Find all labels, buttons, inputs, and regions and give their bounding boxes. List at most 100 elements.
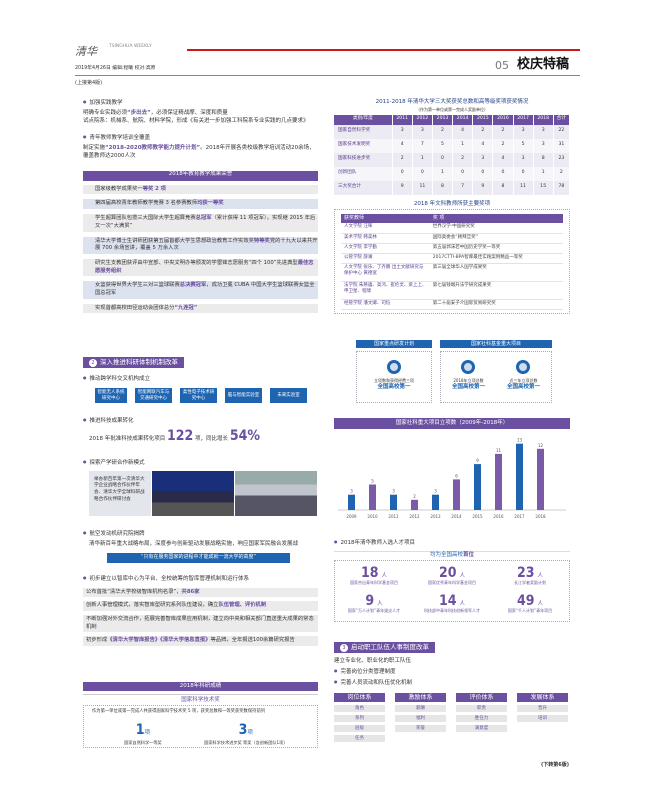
table-cell: 8 bbox=[492, 180, 514, 195]
paper-english-name: TSINGHUA WEEKLY bbox=[109, 44, 152, 49]
honor-row: 第四届高校青年教师教学竞赛 3 名参赛教师均获一等奖 bbox=[83, 199, 318, 210]
unit: 项 bbox=[247, 729, 253, 736]
table-cell: 0 bbox=[412, 166, 433, 181]
data-label: 13 bbox=[517, 438, 523, 443]
table-cell: 2 bbox=[432, 124, 454, 139]
bar-chart-block: 国家社科重大项目立项数（2009年-2018年） 3 2009 5 2010 3 2011… bbox=[334, 418, 570, 528]
think-tank-row: 不断加强对外交流合作，拓展完善智库成果应用机制，建立向中央和相关部门直送重大成果… bbox=[83, 614, 318, 633]
table-cell: 2017CTTI-BPA智库最佳实践案例精品一等奖 bbox=[429, 253, 563, 264]
table-cell: 3 bbox=[513, 124, 534, 139]
table-row: 美术学院 韩美林 国际奥委会“顾拜旦奖” bbox=[341, 233, 563, 244]
funding-block: 国家重点研发计划 立项数和获得经费三项 全国高校第一 国家社科基金重大项目 20… bbox=[356, 340, 556, 405]
system-header: 发展体系 bbox=[517, 693, 568, 703]
research-results: 2018年科研成绩 国家科学技术奖 作为第一单位或第一完成人共获得国家科学技术奖… bbox=[83, 682, 318, 748]
talent-stat: 9 人国家“万人计划”青年拔尖人才 bbox=[335, 591, 413, 619]
x-tick-label: 2012 bbox=[409, 514, 420, 519]
table-cell: 8 bbox=[533, 152, 554, 167]
table-row: 人文学院 张乐、丁齐鹏 出土文献研究与保护中心 黄德宽 第三届全球华人国学成果奖 bbox=[341, 263, 563, 282]
stat-unit: 人 bbox=[459, 572, 466, 579]
x-tick-label: 2009 bbox=[346, 514, 357, 519]
honor-text: 党的十九大以来共开展 700 余场宣讲，覆盖 5 万余人次 bbox=[95, 237, 318, 252]
section-number: 3 bbox=[340, 644, 348, 652]
system-column: 发展体系 晋升 培训 bbox=[517, 693, 568, 742]
aero-text: 清华新百年重大战略布局，深度参与创新驱动发展战略实施，响应国家军民融合发展战 bbox=[89, 540, 299, 547]
column-header: 2013 bbox=[432, 114, 454, 125]
institute-box: 柔性电子技术研究中心 bbox=[180, 388, 217, 404]
system-item: 任务 bbox=[334, 735, 385, 743]
table-cell: 7 bbox=[452, 180, 474, 195]
honors-list: 国家级教学成果奖一等奖 2 项第四届高校青年教师教学竞赛 3 名参赛教师均获一等… bbox=[83, 184, 318, 314]
data-label: 9 bbox=[476, 458, 479, 463]
stat-unit: 人 bbox=[459, 600, 466, 607]
stat-3yr: 近三年立项总数 全国高校第一 bbox=[507, 360, 540, 402]
row-text: 等品牌，全年报送100余篇研究报告 bbox=[210, 637, 295, 644]
section-header-2: 2 深入推进科研体制机制改革 bbox=[83, 357, 184, 369]
cooperation-row: 举办新百年第一次清华大学企业战略合作伙伴年会、清华大学全球科研战略合作伙伴研讨会 bbox=[89, 470, 318, 516]
table-cell: 9 bbox=[472, 180, 494, 195]
stat-progress: 3项 国家科学技术进步奖 等奖（含创新团队1项） bbox=[204, 720, 288, 746]
highlight: “2018-2020教师教学能力提升计划” bbox=[105, 144, 201, 151]
text: 项，同比增长 bbox=[195, 436, 229, 443]
system-column: 激励体系 薪酬 福利 荣誉 bbox=[395, 693, 446, 742]
table-cell: 8 bbox=[432, 180, 454, 195]
table-cell: 1 bbox=[452, 138, 474, 153]
table-cell: 国家技术发明奖 bbox=[334, 138, 393, 153]
bullet-aero-engine: 航空发动机研究院揭牌 bbox=[83, 530, 318, 539]
honor-text: 国家级教学成果奖 bbox=[95, 185, 138, 192]
table-cell: 0 bbox=[513, 166, 534, 181]
dateline: 2019年4月26日 编辑:程曦 校对:高原 bbox=[75, 66, 156, 71]
bullet-mobility: 完善人员流动和队伍优化机制 bbox=[334, 679, 579, 688]
text: 2018 年批准科技成果转化项目 bbox=[89, 436, 166, 443]
table-cell: 2 bbox=[492, 124, 514, 139]
stat-value: 14 bbox=[438, 592, 457, 609]
talent-stat: 14 人科技部中青年科技创新领军人才 bbox=[413, 591, 491, 619]
system-item: 角色 bbox=[334, 705, 385, 713]
system-column: 岗位体系 角色 系列 层级 任务 bbox=[334, 693, 385, 743]
stat-unit: 人 bbox=[377, 600, 383, 607]
table-cell: 2 bbox=[452, 152, 474, 167]
rule bbox=[334, 550, 570, 552]
honor-row: 研究生支教团获评由中宣部、中央文明办等颁发的学雷锋志愿服务“四个 100”先进典… bbox=[83, 258, 318, 277]
system-item: 薪酬 bbox=[395, 705, 446, 713]
table-cell: 11 bbox=[412, 180, 433, 195]
medal-icon bbox=[387, 360, 401, 374]
staff-intro: 建立专业化、职业化的职工队伍 bbox=[334, 658, 412, 665]
social-science-title: 国家社科基金重大项目 bbox=[440, 340, 552, 348]
bullet-post-management: 完善岗位分类管理制度 bbox=[334, 668, 579, 677]
table-cell: 创新团队 bbox=[334, 166, 393, 181]
section-number: 2 bbox=[89, 359, 97, 367]
stat-value: 1 bbox=[135, 721, 145, 738]
bar-2009 bbox=[348, 494, 355, 510]
table-cell: 15 bbox=[533, 180, 554, 195]
talent-block: 2018年清华教师入选人才项目 均为全国高校首位 18人国家杰出青年科学基金项目… bbox=[334, 539, 570, 622]
table-cell: 世界汉学·中国研究奖 bbox=[429, 223, 563, 234]
data-label: 3 bbox=[392, 489, 395, 494]
awards-table-title: 2011-2018 年清华大学三大奖获奖总数和高等级奖项获奖情况 bbox=[375, 99, 529, 105]
table-cell: 1 bbox=[412, 152, 433, 167]
stat-label: 国家优秀青年科学基金项目 bbox=[428, 580, 476, 586]
table-cell: 人文学院 李学勤 bbox=[341, 243, 430, 254]
x-tick-label: 2015 bbox=[472, 514, 483, 519]
x-tick-label: 2011 bbox=[388, 514, 399, 519]
row-text: 公布首批“清华大学校级智库机构名录”， bbox=[86, 588, 182, 595]
left-column: 加强实践教学 明确专业实践必须“步出去”，必须保证精战摩、深度和质量 试点院系：… bbox=[83, 99, 318, 314]
stat-unit: 人 bbox=[537, 572, 544, 579]
table-cell: 5 bbox=[513, 138, 534, 153]
system-column: 评价体系 职责 胜任力 满意度 bbox=[456, 693, 507, 742]
table-cell: 5 bbox=[432, 138, 454, 153]
stat-value: 3 bbox=[238, 721, 248, 738]
audience-photo bbox=[235, 470, 317, 516]
table-cell: 3 bbox=[513, 152, 534, 167]
table-cell: 1 bbox=[533, 166, 554, 181]
data-label: 3 bbox=[434, 489, 437, 494]
table-cell: 第五届郭沫若中国历史学奖一等奖 bbox=[429, 243, 563, 254]
bar-2013 bbox=[432, 494, 439, 510]
honor-highlight: 最佳志愿服务组织 bbox=[95, 259, 314, 274]
bar-2016 bbox=[495, 453, 502, 510]
table-row: 经管学院 潘文卿、司恺 第二十届安子介国际贸易研究奖 bbox=[341, 299, 563, 310]
honor-highlight: 特等奖 bbox=[253, 237, 270, 244]
continued-to: (下转第6版) bbox=[541, 762, 570, 768]
rd-plan-text: 立项数和获得经费三项 bbox=[374, 378, 414, 383]
honor-text: （累计获得 11 项冠军）。实现继 2015 年后又一次“大满贯” bbox=[95, 215, 316, 229]
